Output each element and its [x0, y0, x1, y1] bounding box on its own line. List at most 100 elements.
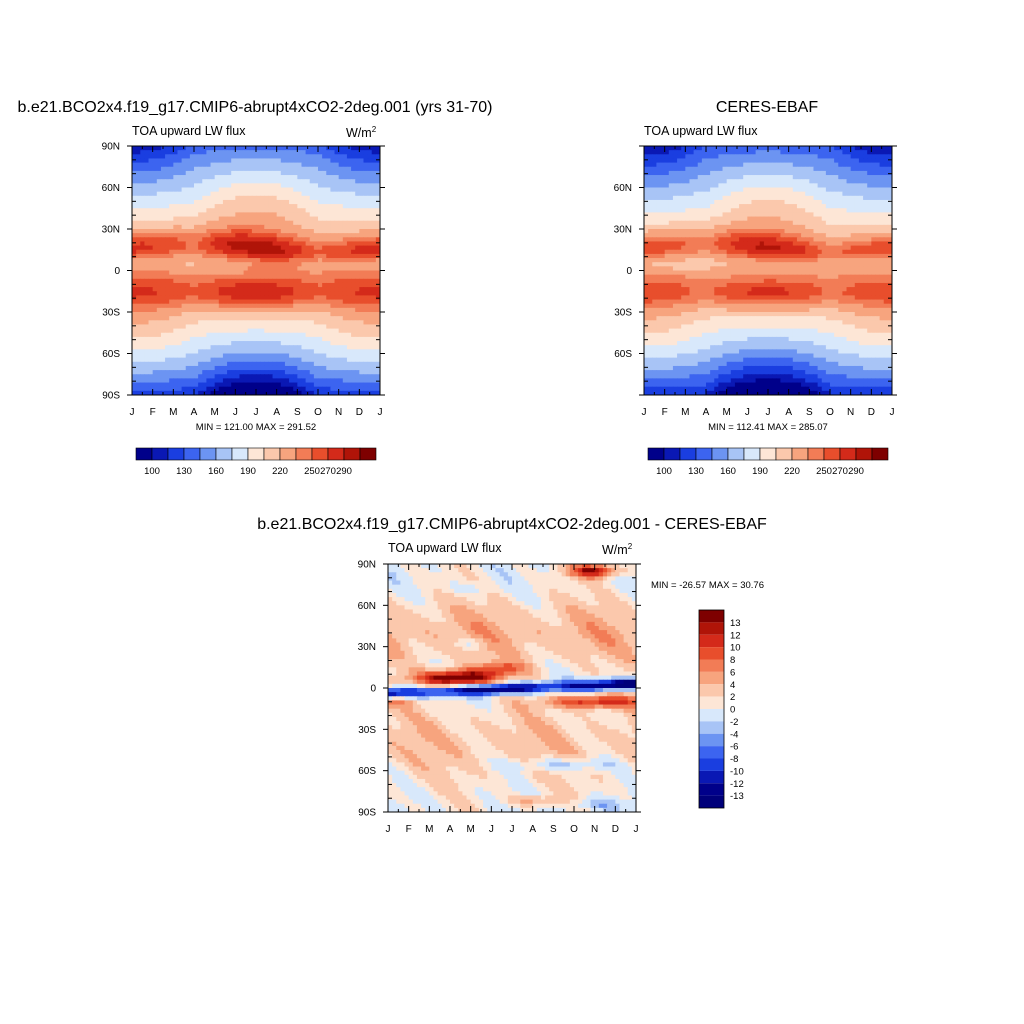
contour-cell — [346, 324, 352, 330]
contour-cell — [284, 320, 290, 325]
contour-cell — [821, 216, 827, 222]
contour-cell — [867, 199, 872, 205]
contour-cell — [160, 341, 166, 346]
contour-cell — [309, 336, 315, 342]
contour-cell — [883, 208, 889, 213]
contour-cell — [276, 204, 282, 209]
contour-cell — [301, 249, 307, 255]
contour-cell — [231, 382, 236, 388]
contour-cell — [206, 374, 212, 379]
contour-cell — [334, 390, 340, 396]
contour-cell — [351, 299, 356, 305]
contour-cell — [256, 328, 261, 334]
contour-cell — [144, 320, 150, 325]
contour-cell — [867, 162, 872, 168]
contour-cell — [268, 154, 274, 159]
contour-cell — [776, 158, 781, 164]
contour-cell — [280, 183, 286, 188]
contour-cell — [181, 241, 187, 247]
contour-cell — [247, 332, 253, 338]
contour-cell — [152, 365, 158, 371]
contour-cell — [305, 158, 311, 164]
contour-cell — [231, 224, 236, 230]
contour-cell — [189, 233, 195, 238]
contour-cell — [144, 195, 150, 201]
contour-cell — [830, 220, 835, 226]
contour-cell — [714, 220, 719, 226]
contour-cell — [330, 229, 336, 234]
contour-cell — [148, 195, 154, 201]
contour-cell — [136, 195, 141, 201]
contour-cell — [834, 166, 839, 172]
contour-cell — [334, 208, 340, 213]
contour-cell — [772, 191, 777, 197]
contour-cell — [156, 199, 162, 205]
contour-cell — [289, 341, 294, 346]
contour-cell — [222, 204, 228, 209]
contour-cell — [875, 220, 881, 226]
contour-cell — [334, 336, 340, 342]
contour-cell — [367, 361, 373, 367]
contour-cell — [817, 220, 823, 226]
contour-cell — [867, 208, 872, 213]
contour-cell — [185, 220, 191, 226]
contour-cell — [152, 154, 158, 159]
contour-cell — [656, 158, 662, 164]
contour-cell — [202, 365, 207, 371]
contour-cell — [858, 183, 864, 188]
contour-cell — [850, 199, 856, 205]
contour-cell — [313, 212, 319, 218]
contour-cell — [305, 353, 311, 359]
contour-cell — [751, 199, 757, 205]
contour-cell — [140, 187, 145, 193]
contour-cell — [260, 220, 265, 226]
contour-cell — [359, 336, 364, 342]
contour-cell — [189, 282, 195, 288]
contour-cell — [867, 212, 872, 218]
contour-cell — [260, 237, 265, 242]
contour-cell — [181, 328, 187, 334]
contour-cell — [887, 204, 893, 209]
contour-cell — [264, 282, 269, 288]
contour-cell — [871, 204, 876, 209]
contour-cell — [247, 253, 253, 259]
contour-cell — [198, 199, 203, 205]
contour-cell — [821, 179, 827, 184]
contour-cell — [681, 212, 686, 218]
contour-cell — [152, 382, 158, 388]
contour-cell — [148, 216, 154, 222]
contour-cell — [280, 291, 286, 296]
contour-cell — [177, 253, 183, 259]
contour-cell — [185, 312, 191, 317]
contour-cell — [730, 229, 736, 234]
contour-cell — [272, 291, 278, 296]
contour-cell — [231, 361, 236, 367]
contour-cell — [309, 365, 315, 371]
contour-cell — [846, 208, 852, 213]
contour-cell — [313, 233, 319, 238]
contour-cell — [181, 220, 187, 226]
contour-cell — [706, 187, 711, 193]
contour-cell — [177, 336, 183, 342]
contour-cell — [293, 386, 298, 392]
contour-cell — [289, 187, 294, 193]
contour-cell — [239, 262, 245, 267]
contour-cell — [136, 241, 141, 247]
contour-cell — [256, 274, 261, 280]
contour-cell — [883, 154, 889, 159]
contour-cell — [305, 336, 311, 342]
contour-cell — [202, 370, 207, 375]
contour-cell — [871, 175, 876, 180]
contour-cell — [863, 191, 868, 197]
contour-cell — [156, 158, 162, 164]
contour-cell — [375, 245, 381, 251]
contour-cell — [293, 324, 298, 330]
contour-cell — [210, 262, 216, 267]
contour-cell — [185, 345, 191, 350]
contour-cell — [330, 216, 336, 222]
contour-cell — [322, 208, 327, 213]
contour-cell — [185, 378, 191, 384]
contour-cell — [264, 241, 269, 247]
contour-cell — [305, 195, 311, 201]
contour-cell — [264, 320, 269, 325]
